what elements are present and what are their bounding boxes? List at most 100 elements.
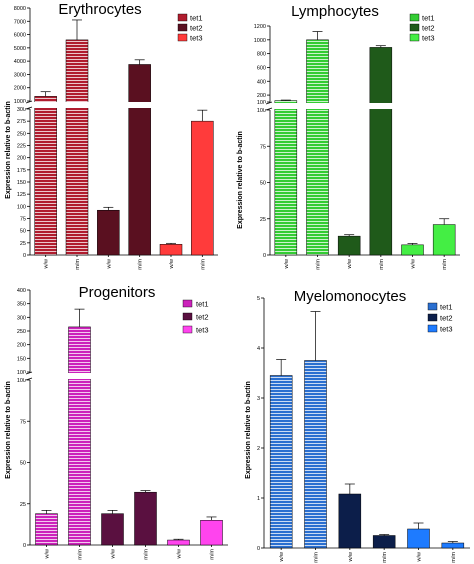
y-tick-label: 150 [17, 356, 26, 362]
chart-title: Erythrocytes [58, 1, 141, 18]
axis-break-mark [25, 100, 33, 104]
bar [306, 39, 329, 256]
y-tick-label: 5000 [14, 46, 26, 52]
y-tick-label: 25 [260, 217, 266, 223]
chart-title: Myelomonocytes [294, 288, 407, 305]
y-tick-label: 400 [257, 79, 266, 85]
bar [128, 64, 151, 256]
bar [65, 39, 89, 256]
bar [338, 493, 362, 549]
bar [159, 244, 183, 256]
y-tick-label: 50 [20, 461, 26, 467]
legend-label-tet3: tet3 [422, 34, 435, 43]
y-tick-label: 1000 [254, 38, 266, 44]
legend: tet1 tet2 tet3 [427, 302, 453, 334]
y-tick-label: 0 [23, 253, 26, 259]
bar [134, 491, 157, 546]
x-tick-label: m/m [314, 552, 320, 563]
x-tick-label: w/w [45, 549, 51, 560]
y-tick-label: 1 [257, 496, 260, 502]
y-tick-label: 225 [17, 144, 26, 150]
legend-label-tet3: tet3 [440, 325, 453, 334]
x-tick-label: w/w [417, 552, 423, 563]
chart-title: Progenitors [79, 284, 156, 301]
bar [304, 360, 327, 549]
x-tick-label: w/w [177, 549, 183, 560]
bar [191, 120, 214, 256]
bar [337, 235, 361, 256]
bar [68, 326, 91, 546]
x-tick-label: m/m [210, 549, 216, 560]
legend-label-tet2: tet2 [440, 314, 453, 323]
bar [167, 539, 190, 546]
axis-break [264, 103, 462, 109]
legend-label-tet1: tet1 [440, 303, 453, 312]
bar [97, 209, 120, 256]
y-tick-label: 2000 [14, 86, 26, 92]
y-tick-label: 6000 [14, 33, 26, 39]
y-tick-label: 800 [257, 52, 266, 58]
legend-swatch-tet1 [409, 13, 420, 22]
x-tick-label: m/m [451, 552, 457, 563]
legend-swatch-tet2 [427, 313, 438, 322]
x-tick-label: m/m [316, 259, 322, 270]
y-axis-label: Expression relative to b-actin [5, 101, 12, 199]
legend-label-tet2: tet2 [196, 313, 209, 322]
bar [35, 513, 58, 546]
x-tick-label: w/w [169, 259, 175, 270]
panel-progenitors: Progenitors Expression relative to b-act… [5, 284, 230, 560]
bar [34, 96, 57, 256]
y-axis-label: Expression relative to b-actin [237, 131, 244, 229]
axis-break-mark [265, 101, 273, 105]
y-tick-label: 50 [260, 181, 266, 187]
legend-label-tet3: tet3 [196, 326, 209, 335]
legend-swatch-tet2 [409, 23, 420, 32]
legend-swatch-tet1 [427, 302, 438, 311]
y-tick-label: 175 [17, 168, 26, 174]
y-tick-label: 75 [260, 144, 266, 150]
y-tick-label: 0 [257, 546, 260, 552]
chart-title: Lymphocytes [291, 3, 379, 20]
bar [101, 513, 124, 546]
bar [441, 542, 465, 549]
bar [200, 520, 223, 546]
y-tick-label: 100 [257, 100, 266, 106]
y-tick-label: 5 [257, 296, 260, 302]
y-tick-label: 4000 [14, 59, 26, 65]
y-tick-label: 8000 [14, 6, 26, 12]
x-tick-label: w/w [284, 259, 290, 270]
y-tick-label: 125 [17, 192, 26, 198]
y-tick-label: 200 [17, 156, 26, 162]
x-tick-label: m/m [442, 259, 448, 270]
y-tick-label: 7000 [14, 19, 26, 25]
y-tick-label: 300 [17, 107, 26, 113]
bar [432, 224, 456, 256]
x-tick-label: w/w [106, 259, 112, 270]
legend-swatch-tet1 [177, 13, 188, 22]
y-tick-label: 0 [263, 253, 266, 259]
y-tick-label: 200 [257, 93, 266, 99]
y-tick-label: 2 [257, 446, 260, 452]
bar [372, 535, 396, 549]
y-tick-label: 600 [257, 65, 266, 71]
legend-swatch-tet3 [409, 33, 420, 42]
y-tick-label: 300 [17, 315, 26, 321]
plot-area: 0 25 50 75 100 125 150 175 200 225 250 275 300 1000 20… [14, 6, 220, 270]
y-tick-label: 1000 [14, 99, 26, 105]
axis-break-mark [25, 371, 33, 375]
x-tick-label: m/m [138, 259, 144, 270]
legend: tet1 tet2 tet3 [182, 300, 209, 335]
y-tick-label: 150 [17, 180, 26, 186]
axis-break [24, 373, 230, 379]
y-tick-label: 3 [257, 396, 260, 402]
y-tick-label: 0 [23, 543, 26, 549]
x-tick-label: w/w [348, 552, 354, 563]
axis-break-mark [25, 106, 33, 110]
legend-label-tet1: tet1 [422, 14, 435, 23]
legend: tet1 tet2 tet3 [177, 13, 203, 43]
axis-break [24, 102, 220, 108]
x-tick-label: m/m [382, 552, 388, 563]
y-tick-label: 1200 [254, 24, 266, 30]
legend-swatch-tet2 [182, 312, 193, 321]
